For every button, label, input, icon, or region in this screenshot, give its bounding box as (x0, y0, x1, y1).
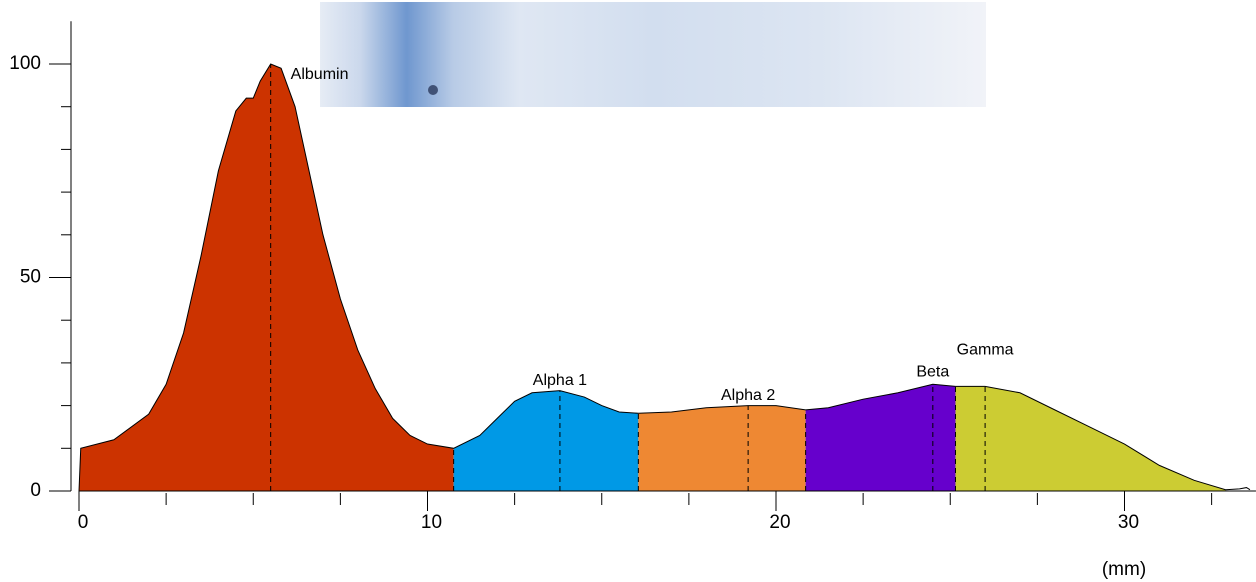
segment-area (79, 64, 454, 491)
segment-area (955, 386, 1226, 491)
segment-area (805, 384, 956, 491)
segment-area (453, 390, 639, 491)
segment-area (638, 405, 806, 491)
x-tick-label: 0 (78, 512, 89, 533)
profile-line (78, 63, 1251, 492)
gel-spot (428, 85, 438, 95)
y-tick-label: 50 (20, 267, 41, 288)
x-tick-label: 20 (769, 512, 790, 533)
segment-label: Albumin (291, 66, 349, 83)
y-tick-label: 0 (30, 480, 41, 501)
gel-image (320, 2, 986, 107)
x-axis-label: (mm) (1102, 559, 1146, 580)
segment-label: Alpha 2 (721, 387, 775, 404)
x-tick-label: 10 (421, 512, 442, 533)
y-tick-label: 100 (9, 53, 41, 74)
segment-label: Gamma (957, 342, 1014, 359)
segment-label: Alpha 1 (533, 372, 587, 389)
x-tick-label: 30 (1118, 512, 1139, 533)
segment-label: Beta (916, 363, 949, 380)
